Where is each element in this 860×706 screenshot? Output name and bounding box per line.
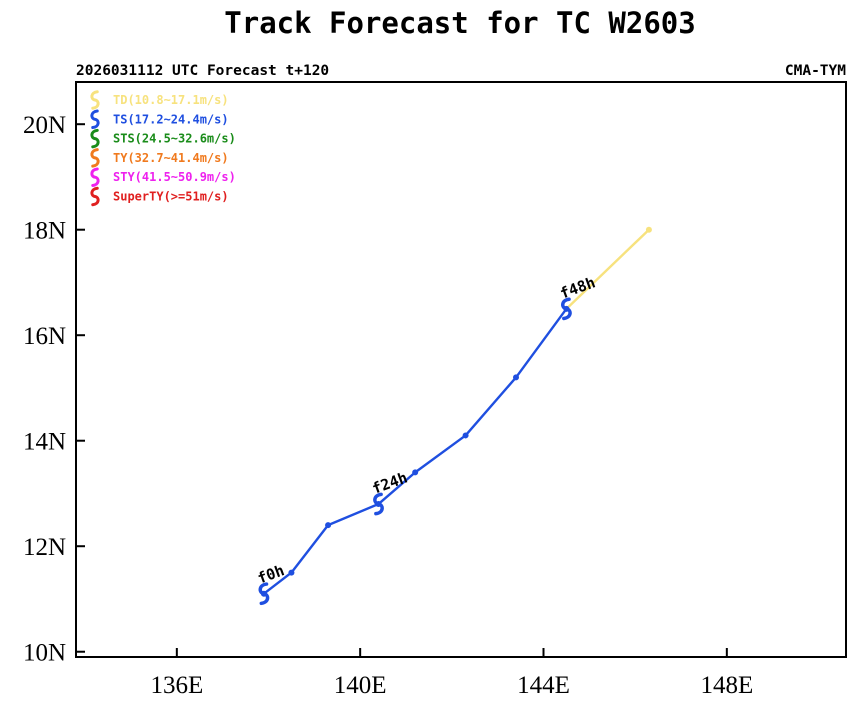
legend-label: TD(10.8~17.1m/s): [113, 93, 229, 107]
plot-frame: [75, 81, 847, 658]
y-tick-label: 12N: [23, 534, 66, 561]
chart-subtitle-left: 2026031112 UTC Forecast t+120: [76, 63, 329, 79]
legend-label: TY(32.7~41.4m/s): [113, 151, 229, 165]
legend-label: TS(17.2~24.4m/s): [113, 112, 229, 126]
legend: TD(10.8~17.1m/s) TS(17.2~24.4m/s) STS(24.5…: [90, 90, 236, 207]
track-point: [412, 469, 419, 476]
track-point: [645, 226, 652, 233]
y-tick-label: 20N: [23, 112, 66, 139]
track-segment: [377, 471, 417, 506]
legend-symbol-icon: [90, 128, 100, 149]
track-segment: [464, 376, 518, 437]
y-axis: 10N 12N 14N 16N 18N 20N: [23, 112, 85, 667]
legend-symbol-icon: [90, 90, 100, 110]
track-point: [325, 522, 332, 529]
track-segment: [262, 571, 293, 595]
legend-label: STS(24.5~32.6m/s): [113, 132, 236, 146]
legend-symbol-icon: [90, 148, 100, 168]
legend-symbol-icon: [90, 186, 100, 207]
y-tick-label: 18N: [23, 218, 66, 245]
forecast-hour-label: f0h: [255, 561, 287, 587]
chart-title: Track Forecast for TC W2603: [224, 6, 695, 40]
track-segment: [290, 523, 330, 574]
x-tick-label: 140E: [334, 672, 387, 699]
legend-label: SuperTY(>=51m/s): [113, 190, 229, 204]
track-point: [462, 432, 469, 439]
x-tick-label: 148E: [700, 672, 753, 699]
x-axis: 136E 140E 144E 148E: [150, 648, 753, 699]
track-point: [288, 569, 295, 576]
chart-subtitle-right: CMA-TYM: [785, 63, 846, 79]
track-segment: [565, 228, 651, 311]
track-series: [260, 226, 652, 597]
y-tick-label: 14N: [23, 429, 66, 456]
track-segment: [514, 307, 568, 379]
y-tick-label: 10N: [23, 640, 66, 667]
y-tick-label: 16N: [23, 323, 66, 350]
track-segment: [326, 502, 380, 527]
x-tick-label: 144E: [517, 672, 570, 699]
legend-symbol-icon: [90, 167, 100, 187]
legend-symbol-icon: [90, 109, 100, 130]
legend-label: STY(41.5~50.9m/s): [113, 170, 236, 184]
track-segment: [413, 434, 467, 474]
x-tick-label: 136E: [150, 672, 203, 699]
track-point: [513, 374, 519, 381]
